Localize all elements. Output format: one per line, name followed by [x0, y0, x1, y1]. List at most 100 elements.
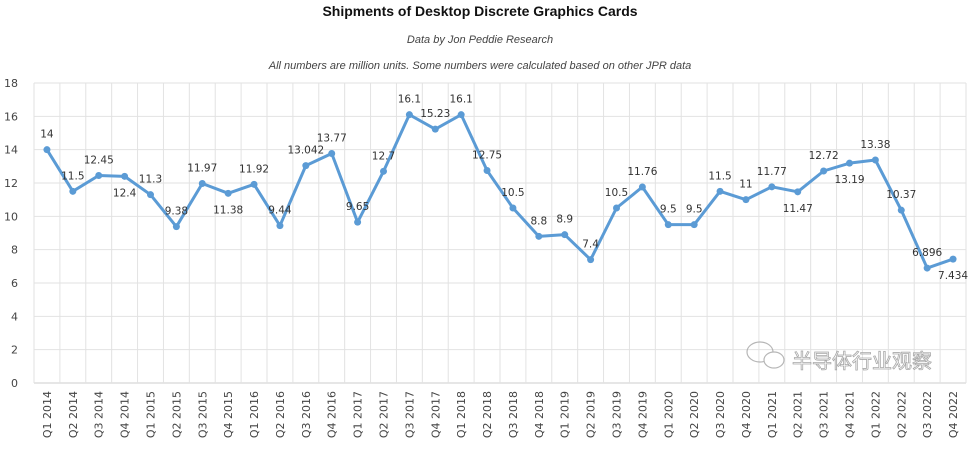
y-tick-label: 0	[11, 377, 18, 390]
data-label: 13.19	[834, 174, 864, 186]
x-tick-label: Q4 2020	[740, 391, 753, 438]
x-tick-label: Q4 2018	[533, 391, 546, 438]
data-label: 10.5	[605, 187, 628, 199]
data-points	[43, 111, 957, 272]
data-point	[276, 222, 284, 230]
data-label: 11.77	[757, 166, 787, 178]
data-point	[224, 189, 232, 197]
data-point	[250, 180, 258, 188]
x-tick-label: Q2 2022	[895, 391, 908, 438]
x-tick-label: Q2 2021	[792, 391, 805, 438]
x-tick-label: Q4 2014	[119, 391, 132, 438]
data-point	[897, 206, 905, 214]
data-point	[690, 221, 698, 229]
x-tick-label: Q3 2017	[403, 391, 416, 438]
data-label: 11	[739, 179, 752, 191]
x-tick-label: Q1 2014	[41, 391, 54, 438]
data-point	[664, 221, 672, 229]
data-point	[535, 232, 543, 240]
data-label: 8.8	[530, 215, 547, 227]
data-point	[561, 231, 569, 239]
y-axis: 0 2 4 6 8 10 12 14 16 18	[4, 77, 18, 390]
x-tick-label: Q1 2018	[455, 391, 468, 438]
data-point	[328, 150, 336, 157]
y-tick-label: 16	[4, 110, 18, 123]
data-label: 12.72	[809, 150, 839, 162]
data-point	[716, 187, 724, 195]
data-label: 13.38	[860, 139, 890, 151]
x-tick-label: Q2 2018	[481, 391, 494, 438]
data-point	[923, 264, 931, 272]
data-label: 12.75	[472, 150, 502, 162]
x-tick-label: Q1 2019	[559, 391, 572, 438]
x-tick-label: Q1 2015	[145, 391, 158, 438]
x-tick-label: Q2 2015	[170, 391, 183, 438]
data-point	[95, 172, 103, 179]
x-tick-label: Q3 2021	[818, 391, 831, 438]
x-tick-label: Q2 2017	[378, 391, 391, 438]
data-point	[457, 111, 465, 119]
series-line	[45, 113, 954, 270]
x-tick-label: Q3 2014	[93, 391, 106, 438]
x-tick-label: Q4 2016	[326, 391, 339, 438]
data-label: 16.1	[398, 94, 421, 106]
x-tick-label: Q2 2019	[585, 391, 598, 438]
data-label: 12.7	[372, 150, 395, 162]
data-point	[405, 111, 413, 119]
y-tick-label: 2	[11, 344, 18, 357]
x-tick-label: Q3 2019	[611, 391, 624, 438]
x-tick-label: Q1 2022	[869, 391, 882, 438]
data-point	[172, 223, 180, 231]
x-tick-label: Q4 2019	[636, 391, 649, 438]
data-point	[121, 172, 129, 180]
data-point	[794, 188, 802, 196]
data-label: 16.1	[449, 94, 472, 106]
data-point	[509, 204, 517, 212]
data-label: 11.47	[783, 203, 813, 215]
data-point	[613, 204, 620, 212]
data-point	[638, 183, 646, 191]
data-label: 11.92	[239, 163, 269, 175]
data-point	[871, 156, 879, 164]
data-label: 11.5	[708, 170, 731, 182]
data-point	[302, 162, 310, 170]
y-tick-label: 4	[11, 310, 18, 323]
data-label: 9.5	[660, 204, 677, 216]
y-tick-label: 18	[4, 77, 18, 90]
data-point	[380, 167, 387, 175]
data-point	[147, 191, 154, 199]
data-label: 9.44	[268, 205, 292, 217]
x-tick-label: Q1 2021	[766, 391, 779, 438]
data-label: 6.896	[912, 247, 942, 259]
chart-note: All numbers are million units. Some numb…	[268, 60, 692, 72]
x-tick-label: Q3 2018	[507, 391, 520, 438]
chart-subtitle: Data by Jon Peddie Research	[407, 34, 553, 46]
data-point	[43, 146, 51, 154]
data-label: 14	[40, 129, 54, 141]
data-label: 12.45	[84, 155, 114, 167]
data-label: 15.23	[420, 108, 450, 120]
x-tick-label: Q2 2014	[67, 391, 80, 438]
data-label: 9.65	[346, 201, 369, 213]
data-point	[69, 187, 77, 195]
data-label: 13.77	[317, 133, 347, 145]
data-label: 11.5	[61, 170, 84, 182]
wechat-icon	[746, 341, 785, 369]
data-label: 8.9	[556, 214, 573, 226]
data-point	[354, 218, 362, 226]
grid	[33, 82, 967, 384]
x-tick-label: Q2 2016	[274, 391, 287, 438]
data-label: 10.5	[501, 187, 524, 199]
data-label: 11.38	[213, 204, 243, 216]
x-tick-label: Q3 2022	[921, 391, 934, 438]
data-label: 13.042	[287, 145, 324, 157]
watermark-text: 半导体行业观察	[792, 349, 932, 373]
x-tick-label: Q4 2015	[222, 391, 235, 438]
watermark: 半导体行业观察	[746, 341, 932, 373]
data-label: 12.4	[113, 187, 137, 199]
data-point	[198, 180, 206, 187]
data-label: 11.97	[187, 163, 217, 175]
data-point	[587, 256, 595, 264]
y-tick-label: 14	[4, 144, 18, 157]
